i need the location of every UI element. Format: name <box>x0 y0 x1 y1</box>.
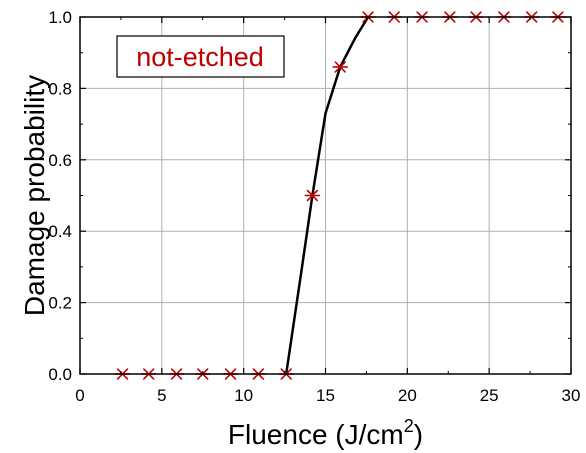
data-point <box>332 61 349 73</box>
y-tick-label: 0.0 <box>48 365 72 384</box>
fit-line <box>284 16 370 375</box>
x-tick-label: 30 <box>562 386 581 405</box>
x-axis-title-main: Fluence (J/cm <box>228 419 404 450</box>
y-tick-label: 0.8 <box>48 79 72 98</box>
data-point <box>304 189 321 202</box>
x-tick-label: 0 <box>75 386 84 405</box>
y-axis-title: Damage probability <box>19 75 50 316</box>
x-tick-label: 15 <box>316 386 335 405</box>
y-tick-labels: 0.0 0.2 0.4 0.6 0.8 1.0 <box>48 8 72 384</box>
annotation-frame <box>116 35 285 78</box>
fit-line-group <box>284 16 370 375</box>
x-axis-title-sup: 2 <box>404 416 414 436</box>
x-axis-title-end: ) <box>414 419 423 450</box>
annotation-text: not-etched <box>136 42 264 72</box>
annotation-box: not-etched <box>116 35 285 78</box>
x-tick-labels: 0 5 10 15 20 25 30 <box>75 386 580 405</box>
x-tick-label: 5 <box>157 386 166 405</box>
x-tick-label: 25 <box>480 386 499 405</box>
x-axis-title: Fluence (J/cm2) <box>228 416 423 450</box>
y-tick-label: 1.0 <box>48 8 72 27</box>
y-tick-label: 0.4 <box>48 222 72 241</box>
x-tick-label: 10 <box>234 386 253 405</box>
axis-ticks <box>79 16 572 375</box>
x-tick-label: 20 <box>398 386 417 405</box>
y-tick-label: 0.6 <box>48 151 72 170</box>
y-tick-label: 0.2 <box>48 294 72 313</box>
